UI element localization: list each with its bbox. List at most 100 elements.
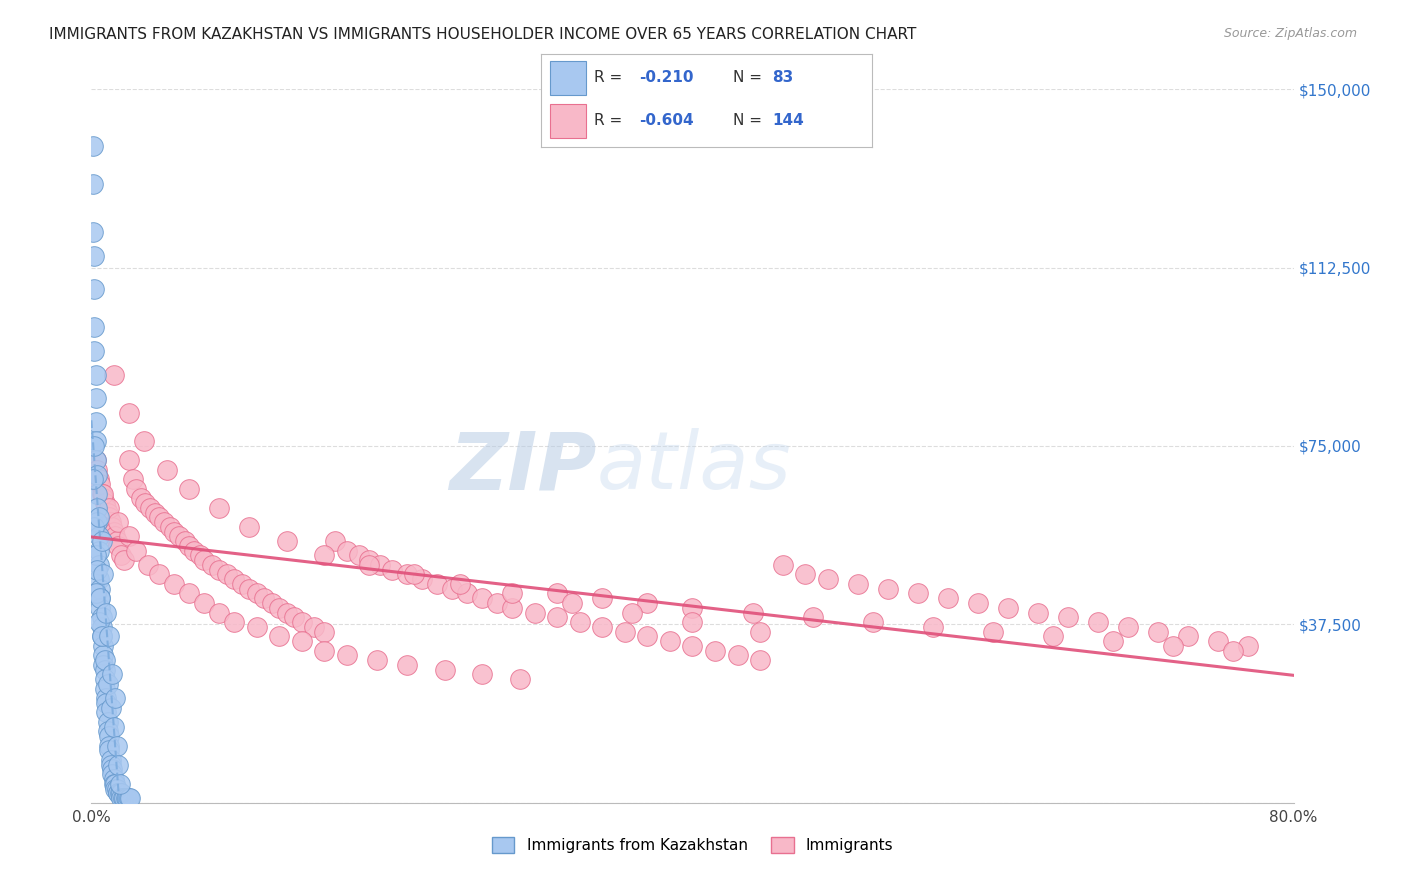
Point <box>967 596 990 610</box>
Point <box>94 663 117 677</box>
Point <box>117 791 139 805</box>
Point <box>561 596 583 610</box>
Point <box>907 586 929 600</box>
Point <box>224 615 246 629</box>
Point <box>110 786 132 800</box>
Point <box>291 615 314 629</box>
Point <box>215 567 238 582</box>
Point <box>163 524 186 539</box>
Point <box>84 453 107 467</box>
Point <box>98 510 121 524</box>
Point <box>84 453 107 467</box>
Point <box>104 781 127 796</box>
Point <box>87 529 110 543</box>
Point <box>98 629 121 643</box>
Point <box>395 567 418 582</box>
Point <box>118 453 141 467</box>
Point <box>97 506 120 520</box>
Point <box>105 534 128 549</box>
Point <box>148 567 170 582</box>
Point <box>253 591 276 606</box>
Point <box>636 629 658 643</box>
Point <box>395 657 418 672</box>
Point <box>104 777 127 791</box>
Point <box>173 534 195 549</box>
Point <box>97 724 120 739</box>
Point <box>93 486 115 500</box>
Point <box>83 520 105 534</box>
Point <box>291 634 314 648</box>
Point <box>997 600 1019 615</box>
Point <box>101 520 124 534</box>
Point <box>148 510 170 524</box>
Point <box>100 515 122 529</box>
Point <box>125 482 148 496</box>
Point <box>87 472 110 486</box>
Point <box>82 178 104 192</box>
Point <box>103 524 125 539</box>
Point <box>107 786 129 800</box>
Point <box>96 696 118 710</box>
Point <box>82 472 104 486</box>
Point <box>98 500 121 515</box>
Point <box>283 610 305 624</box>
Point <box>84 392 107 406</box>
Point <box>118 791 141 805</box>
Point <box>90 629 112 643</box>
Point <box>98 743 121 757</box>
Point <box>546 586 568 600</box>
Point <box>105 781 128 796</box>
Point <box>89 477 111 491</box>
Point <box>433 663 456 677</box>
Point <box>114 791 136 805</box>
Point <box>111 791 134 805</box>
Point <box>83 439 105 453</box>
Point <box>314 624 336 639</box>
Point <box>94 681 117 696</box>
Point <box>323 534 346 549</box>
Point <box>862 615 884 629</box>
Point <box>159 520 181 534</box>
Point <box>167 529 190 543</box>
Point <box>1116 620 1139 634</box>
Point <box>120 791 142 805</box>
Point <box>86 515 108 529</box>
Point <box>449 577 471 591</box>
Point <box>87 558 110 572</box>
Point <box>523 606 546 620</box>
Text: -0.604: -0.604 <box>638 113 693 128</box>
Point <box>84 586 107 600</box>
Point <box>208 563 231 577</box>
Point <box>115 791 138 805</box>
Point <box>114 553 136 567</box>
Point <box>658 634 681 648</box>
Point <box>302 620 325 634</box>
Legend: Immigrants from Kazakhstan, Immigrants: Immigrants from Kazakhstan, Immigrants <box>485 831 900 859</box>
Point <box>314 643 336 657</box>
Point <box>118 529 141 543</box>
Point <box>591 620 613 634</box>
Point <box>87 572 110 586</box>
Point <box>177 586 200 600</box>
Point <box>96 606 118 620</box>
Point <box>155 463 177 477</box>
Point <box>246 586 269 600</box>
Point <box>501 586 523 600</box>
Point <box>94 496 117 510</box>
Point <box>509 672 531 686</box>
Point <box>1208 634 1230 648</box>
Point <box>82 139 104 153</box>
Point <box>1222 643 1244 657</box>
Point <box>101 763 124 777</box>
Point <box>82 225 104 239</box>
Point <box>90 620 112 634</box>
Text: N =: N = <box>733 113 766 128</box>
Text: ZIP: ZIP <box>449 428 596 507</box>
Point <box>1042 629 1064 643</box>
Point <box>981 624 1004 639</box>
Point <box>101 767 124 781</box>
Point <box>246 620 269 634</box>
Point <box>96 691 118 706</box>
Point <box>238 582 260 596</box>
Point <box>84 368 107 382</box>
